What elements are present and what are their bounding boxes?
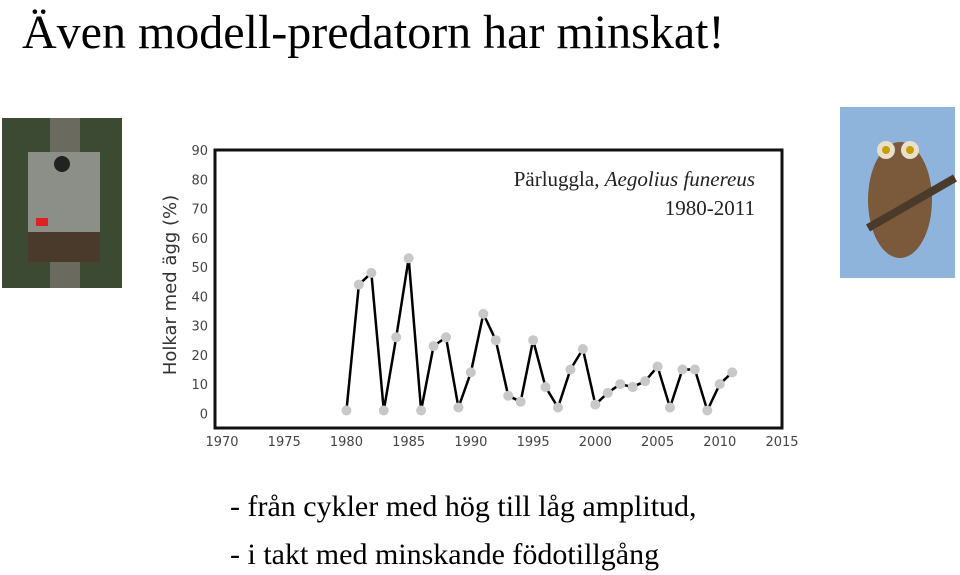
data-point	[515, 396, 526, 407]
data-point	[627, 382, 638, 393]
data-point	[702, 405, 713, 416]
data-point	[615, 379, 626, 390]
data-point	[528, 335, 539, 346]
data-point	[403, 253, 414, 264]
y-tick-label: 0	[200, 407, 208, 422]
data-point	[652, 361, 663, 372]
annotation-period: 1980-2011	[665, 196, 755, 220]
data-point	[428, 341, 439, 352]
bullet: - från cykler med hög till låg amplitud,	[230, 490, 697, 523]
x-tick-label: 1990	[454, 435, 487, 450]
data-point	[490, 335, 501, 346]
data-point	[677, 364, 688, 375]
data-point	[441, 332, 451, 343]
y-tick-label: 50	[191, 261, 208, 276]
data-point	[366, 267, 377, 278]
x-tick-label: 2000	[579, 435, 612, 450]
data-point	[727, 367, 738, 378]
y-tick-label: 70	[191, 203, 208, 218]
data-point	[565, 364, 576, 375]
data-point	[577, 343, 588, 354]
data-point	[453, 402, 464, 413]
data-point	[341, 405, 352, 416]
data-point	[602, 387, 613, 398]
y-tick-label: 90	[191, 144, 208, 159]
y-tick-label: 40	[191, 290, 208, 305]
annotation-label: Pärluggla,	[514, 167, 600, 191]
data-point	[391, 332, 402, 343]
data-point	[640, 376, 651, 387]
x-tick-label: 1980	[330, 435, 363, 450]
data-point	[478, 308, 489, 319]
data-point	[665, 402, 675, 413]
nest-box-photo	[2, 118, 122, 288]
series-line	[345, 258, 734, 414]
data-point	[465, 367, 476, 378]
y-axis-label: Holkar med ägg (%)	[160, 195, 181, 375]
data-point	[416, 405, 427, 416]
annotation: Pärluggla, Aegolius funereus	[514, 167, 755, 191]
x-tick-label: 1975	[268, 435, 301, 450]
data-point	[689, 364, 700, 375]
slide-title: Även modell-predatorn har minskat!	[22, 6, 724, 59]
x-tick-label: 2010	[703, 435, 736, 450]
data-point	[353, 279, 364, 290]
data-point	[503, 390, 514, 401]
x-tick-label: 2005	[641, 435, 674, 450]
plot-frame	[213, 148, 784, 430]
data-point	[378, 405, 389, 416]
x-tick-label: 1995	[517, 435, 550, 450]
x-tick-label: 2015	[765, 435, 798, 450]
data-point	[590, 399, 601, 410]
y-tick-label: 60	[191, 232, 208, 247]
y-tick-label: 80	[191, 173, 208, 188]
y-tick-label: 20	[191, 349, 208, 364]
x-tick-label: 1970	[205, 435, 238, 450]
data-point	[540, 382, 551, 393]
data-point	[714, 379, 725, 390]
y-tick-label: 10	[191, 378, 208, 393]
y-tick-label: 30	[191, 320, 208, 335]
annotation-species: Aegolius funereus	[603, 167, 755, 191]
bullet: - i takt med minskande födotillgång	[230, 538, 659, 571]
x-tick-label: 1985	[392, 435, 425, 450]
chart: Holkar med ägg (%) Pärluggla, Aegolius f…	[160, 144, 799, 450]
owl-photo	[840, 107, 957, 278]
data-point	[553, 402, 563, 413]
